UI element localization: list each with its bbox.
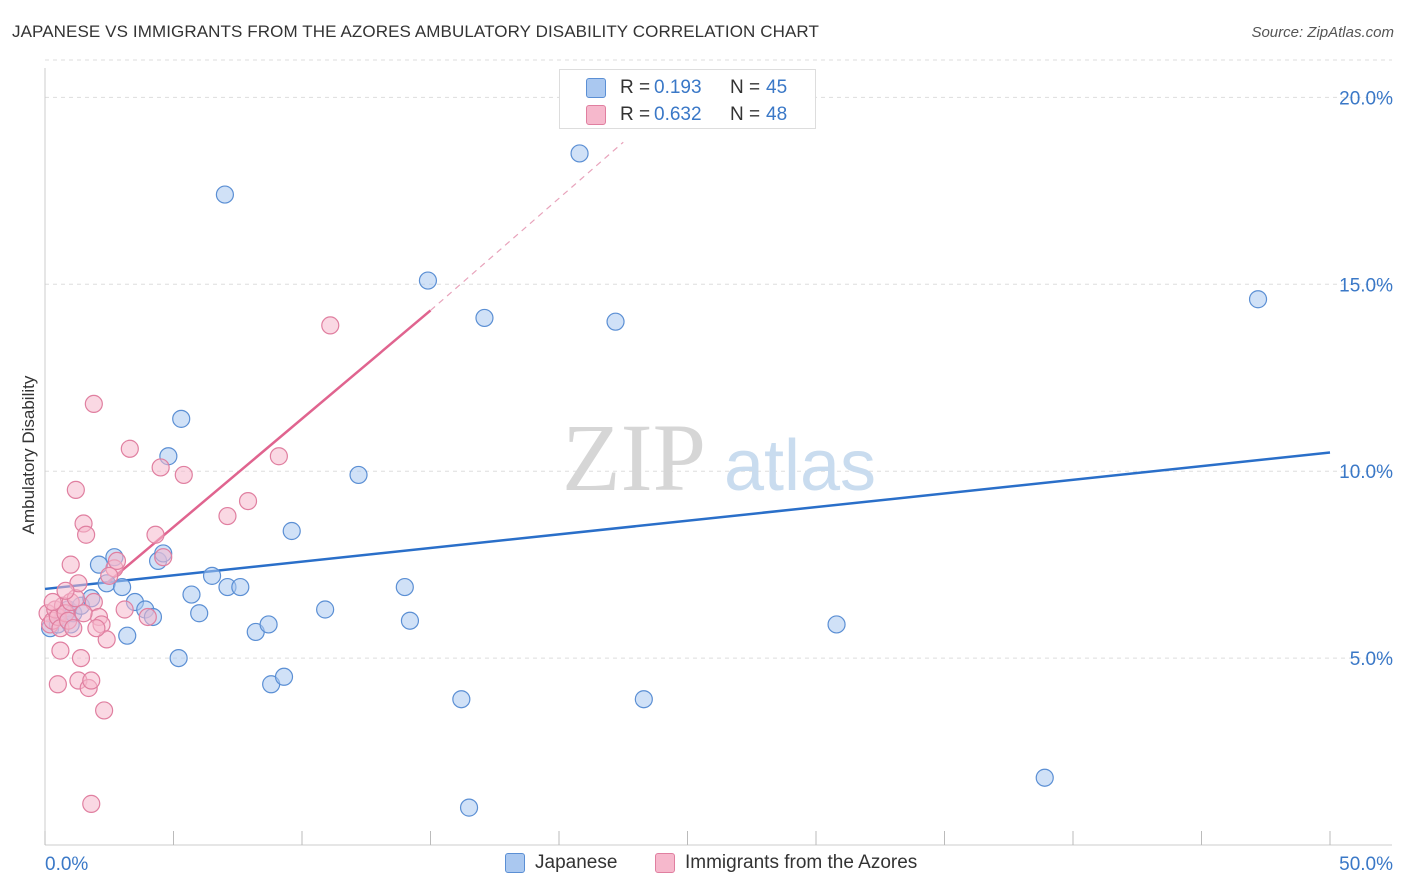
azores-point (151, 458, 170, 477)
azores-point (107, 551, 127, 571)
japanese-point (418, 271, 438, 290)
azores-point (218, 506, 237, 526)
azores-point (115, 600, 134, 619)
stats-legend: R = 0.193 N = 45 R = 0.632 N = 48 (559, 69, 816, 129)
r-value: 0.193 (654, 77, 702, 98)
japanese-point (172, 409, 191, 428)
azores-point (174, 465, 193, 485)
watermark-zip: ZIP (562, 404, 706, 511)
azores-point (238, 491, 258, 511)
japanese-point (118, 626, 137, 645)
azores-point (84, 394, 103, 414)
japanese-point (1248, 290, 1268, 309)
azores-point (74, 604, 93, 623)
azores-point (82, 794, 101, 813)
azores-swatch (586, 105, 606, 125)
japanese-point (400, 611, 420, 630)
japanese-point (316, 600, 335, 619)
legend-label-japanese: Japanese (535, 852, 618, 873)
azores-point (120, 439, 139, 458)
azores-point (64, 619, 83, 638)
series-legend: Japanese Immigrants from the Azores (0, 852, 1406, 878)
japanese-point (182, 585, 201, 604)
azores-point (66, 480, 85, 499)
japanese-point (395, 577, 414, 597)
japanese-point (349, 465, 368, 485)
azores-point (48, 675, 67, 694)
azores-point (56, 581, 75, 600)
japanese-swatch (586, 78, 606, 98)
japanese-point (215, 185, 234, 204)
azores-trend-extension (430, 141, 624, 311)
azores-point (146, 525, 165, 544)
japanese-point (1035, 768, 1054, 787)
japanese-point (202, 566, 222, 585)
japanese-legend-swatch (505, 853, 525, 873)
azores-point (269, 447, 288, 466)
y-tick-label: 20.0% (1339, 88, 1393, 109)
japanese-point (634, 690, 653, 709)
watermark-atlas: atlas (724, 426, 876, 506)
japanese-point (606, 312, 625, 331)
japanese-point (231, 577, 250, 597)
trend-lines (44, 141, 1331, 591)
r-label: R = (620, 104, 651, 125)
azores-point (138, 607, 157, 627)
n-value: 48 (766, 104, 788, 125)
n-label: N = (730, 77, 761, 98)
r-label: R = (620, 77, 651, 98)
n-value: 45 (766, 77, 788, 98)
japanese-trend-line (44, 451, 1331, 591)
azores-point (154, 548, 173, 567)
japanese-point (282, 521, 301, 541)
japanese-point (452, 690, 471, 709)
legend-label-azores: Immigrants from the Azores (685, 852, 918, 873)
azores-legend-swatch (655, 853, 675, 873)
japanese-point (459, 798, 479, 817)
y-axis-label: Ambulatory Disability (19, 375, 38, 534)
azores-point (95, 701, 114, 720)
japanese-point (475, 308, 494, 328)
japanese-point (190, 604, 209, 623)
stats-row-japanese: R = 0.193 N = 45 (560, 75, 815, 101)
n-label: N = (730, 104, 761, 125)
y-tick-label: 15.0% (1339, 275, 1393, 296)
azores-point (321, 316, 340, 335)
japanese-point (169, 648, 188, 668)
chart-title: JAPANESE VS IMMIGRANTS FROM THE AZORES A… (12, 22, 819, 41)
r-value: 0.632 (654, 104, 702, 125)
y-tick-label: 10.0% (1339, 462, 1393, 483)
gridlines (45, 59, 1392, 659)
azores-point (77, 525, 96, 544)
japanese-point (112, 577, 132, 597)
stats-row-azores: R = 0.632 N = 48 (560, 102, 815, 128)
legend-item-azores[interactable]: Immigrants from the Azores (655, 852, 917, 874)
azores-point (71, 648, 91, 668)
source-label: Source: ZipAtlas.com (1251, 24, 1394, 41)
watermark: ZIP atlas (562, 404, 876, 511)
japanese-point (259, 615, 278, 634)
azores-point (51, 641, 70, 660)
x-tick-label: 0.0% (45, 854, 88, 875)
azores-point (82, 671, 101, 690)
azores-point (87, 619, 106, 638)
data-points (38, 144, 1268, 817)
japanese-point (827, 615, 846, 634)
azores-point (100, 566, 119, 585)
azores-point (61, 555, 80, 574)
legend-item-japanese[interactable]: Japanese (505, 852, 617, 874)
azores-point (43, 592, 62, 612)
japanese-point (274, 667, 294, 686)
axes: 5.0% 10.0% 15.0% 20.0% 0.0% 50.0% (44, 68, 1393, 875)
azores-point (97, 630, 116, 649)
x-tick-label: 50.0% (1339, 854, 1393, 875)
y-tick-label: 5.0% (1350, 649, 1393, 670)
japanese-point (570, 144, 589, 163)
